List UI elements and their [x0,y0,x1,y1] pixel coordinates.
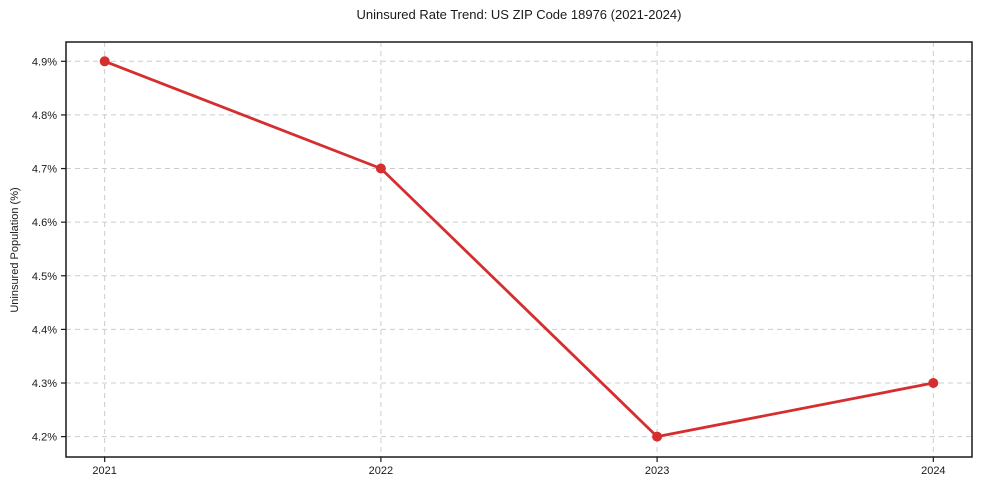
plot-border [65,41,973,458]
data-point [928,378,939,388]
data-point [375,163,386,174]
y-tick-label: 4.4% [32,324,57,336]
x-tick-label: 2022 [369,465,393,477]
trend-line [103,59,935,438]
data-point [652,431,663,442]
y-tick-label: 4.2% [32,432,57,444]
y-tick-label: 4.7% [32,164,57,176]
y-tick-label: 4.9% [32,56,57,68]
y-tick-label: 4.5% [32,271,57,283]
y-tick-label: 4.6% [32,217,57,229]
x-tick-label: 2021 [92,465,116,477]
y-tick-label: 4.3% [32,378,57,390]
y-tick-label: 4.8% [32,110,57,122]
x-tick-label: 2024 [921,465,945,477]
chart-title: Uninsured Rate Trend: US ZIP Code 18976 … [356,7,682,22]
data-point [99,56,110,67]
x-tick-label: 2023 [645,465,669,477]
